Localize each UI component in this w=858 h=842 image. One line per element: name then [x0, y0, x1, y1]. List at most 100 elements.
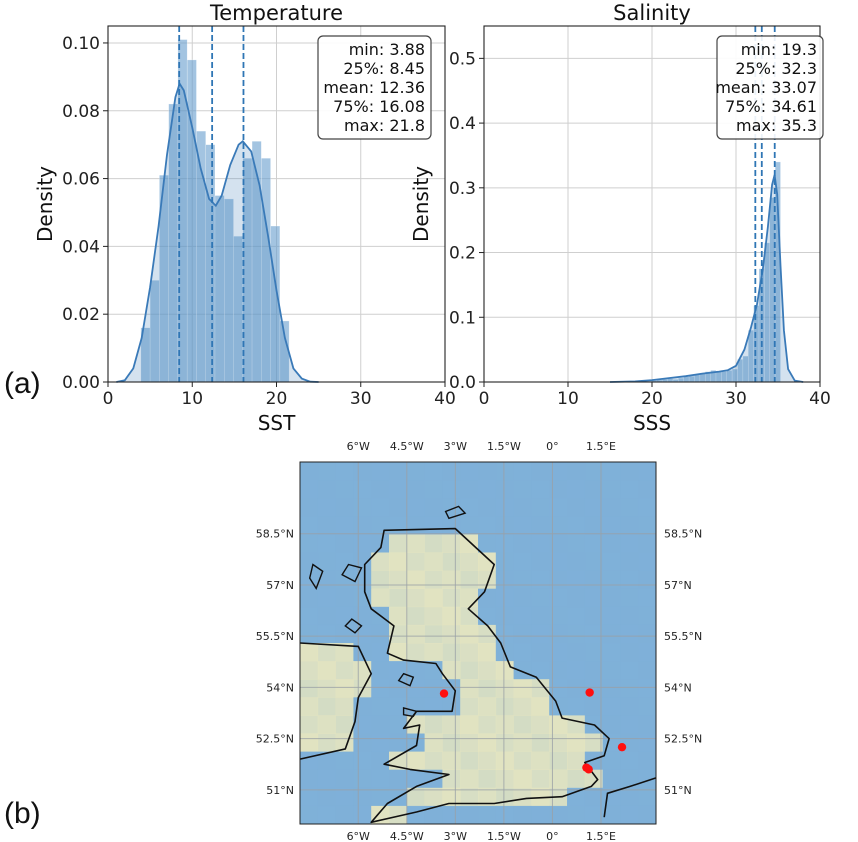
sea-cell [442, 697, 461, 716]
sea-cell [602, 498, 621, 517]
land-cell [389, 588, 408, 608]
land-cell [442, 534, 461, 553]
land-cell [567, 751, 586, 770]
sea-cell [389, 516, 408, 535]
lat-label-left: 57°N [266, 579, 294, 592]
sea-cell [389, 462, 408, 481]
land-cell [371, 588, 390, 608]
sea-cell [513, 661, 532, 680]
land-cell [495, 697, 514, 716]
land-cell [424, 733, 443, 752]
sea-cell [300, 624, 319, 644]
station-marker [617, 742, 627, 752]
land-cell [460, 769, 479, 789]
land-cell [513, 787, 532, 807]
sea-cell [638, 624, 657, 644]
sea-cell [638, 552, 657, 571]
sea-cell [300, 751, 319, 770]
x-tick-label: 0 [479, 389, 490, 409]
land-cell [495, 715, 514, 734]
temperature-chart: 0 10 20 30 40 0.00 0.02 0.04 0.06 0.08 0.10 Tempera… [33, 1, 456, 435]
sea-cell [406, 480, 425, 499]
sea-cell [567, 552, 586, 571]
sea-cell [567, 480, 586, 499]
x-tick-label: 20 [641, 389, 663, 409]
land-cell [478, 679, 497, 698]
sea-cell [371, 624, 390, 644]
sea-cell [389, 661, 408, 680]
sea-cell [317, 498, 336, 517]
land-cell [300, 715, 319, 734]
land-cell [317, 715, 336, 734]
land-cell [335, 679, 354, 698]
sea-cell [549, 606, 568, 626]
sea-cell [620, 516, 639, 535]
land-cell [460, 606, 479, 626]
sea-cell [638, 787, 657, 807]
land-cell [567, 769, 586, 789]
land-cell [424, 570, 443, 589]
panel-label-b: (b) [4, 797, 41, 830]
sea-cell [638, 715, 657, 734]
sea-cell [495, 606, 514, 626]
sea-cell [317, 552, 336, 571]
land-cell [389, 643, 408, 662]
station-marker [585, 688, 594, 697]
sea-cell [531, 588, 550, 608]
land-cell [317, 679, 336, 698]
sea-cell [584, 588, 603, 608]
land-cell [300, 733, 319, 752]
sea-cell [513, 570, 532, 589]
sea-cell [353, 534, 372, 553]
sea-cell [638, 805, 657, 825]
land-cell [513, 769, 532, 789]
sea-cell [335, 769, 354, 789]
land-cell [478, 769, 497, 789]
land-cell [460, 751, 479, 770]
land-cell [478, 570, 497, 589]
sea-cell [602, 624, 621, 644]
x-tick-label: 40 [434, 389, 456, 409]
sea-cell [317, 805, 336, 825]
sea-cell [638, 516, 657, 535]
land-cell [495, 733, 514, 752]
x-tick-label: 30 [725, 389, 747, 409]
land-cell [460, 697, 479, 716]
sea-cell [620, 661, 639, 680]
sea-cell [353, 769, 372, 789]
sea-cell [531, 624, 550, 644]
sea-cell [531, 570, 550, 589]
lon-label-top: 4.5°W [390, 440, 424, 453]
land-cell [371, 552, 390, 571]
lon-label-top: 1.5°W [487, 440, 521, 453]
sea-cell [620, 480, 639, 499]
sea-cell [371, 715, 390, 734]
coastline-island [341, 563, 363, 583]
sea-cell [335, 552, 354, 571]
land-cell [460, 534, 479, 553]
land-cell [389, 552, 408, 571]
sea-cell [300, 498, 319, 517]
stats-text: mean: 33.07 [715, 78, 817, 97]
sea-cell [317, 462, 336, 481]
sea-cell [371, 769, 390, 789]
land-cell [513, 679, 532, 698]
land-cell [442, 787, 461, 807]
sea-cell [567, 570, 586, 589]
land-cell [406, 787, 425, 807]
land-cell [567, 733, 586, 752]
y-tick-label: 0.4 [449, 114, 476, 134]
sea-cell [424, 498, 443, 517]
sea-cell [602, 769, 621, 789]
sea-cell [602, 570, 621, 589]
land-cell [442, 769, 461, 789]
sea-cell [620, 588, 639, 608]
land-cell [442, 570, 461, 589]
sea-cell [638, 751, 657, 770]
sea-cell [371, 679, 390, 698]
sea-cell [549, 516, 568, 535]
sea-cell [584, 552, 603, 571]
y-tick-label: 0.2 [449, 244, 476, 264]
sea-cell [513, 606, 532, 626]
sea-cell [584, 480, 603, 499]
